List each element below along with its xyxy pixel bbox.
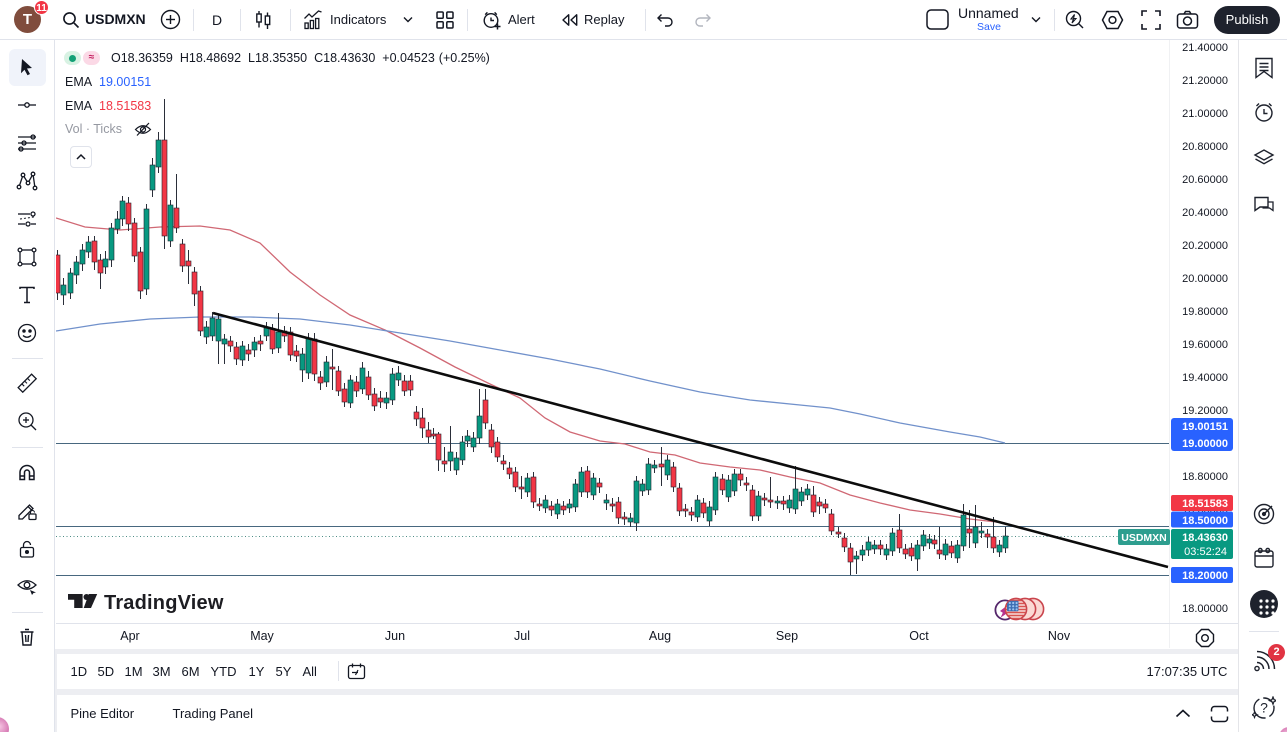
svg-text:03:52:24: 03:52:24 (1184, 546, 1227, 558)
svg-text:19.00000: 19.00000 (1182, 438, 1228, 450)
svg-text:Jul: Jul (514, 629, 530, 643)
svg-text:21.20000: 21.20000 (1182, 75, 1228, 87)
svg-text:20.20000: 20.20000 (1182, 240, 1228, 252)
svg-text:18.00000: 18.00000 (1182, 603, 1228, 615)
svg-text:18.20000: 18.20000 (1182, 570, 1228, 582)
svg-text:19.60000: 19.60000 (1182, 339, 1228, 351)
svg-text:Oct: Oct (909, 629, 929, 643)
svg-text:20.80000: 20.80000 (1182, 141, 1228, 153)
svg-text:20.00000: 20.00000 (1182, 273, 1228, 285)
svg-text:21.40000: 21.40000 (1182, 42, 1228, 54)
svg-text:May: May (250, 629, 274, 643)
svg-text:20.60000: 20.60000 (1182, 174, 1228, 186)
svg-text:Nov: Nov (1048, 629, 1071, 643)
svg-text:TradingView: TradingView (104, 592, 224, 614)
svg-text:Jun: Jun (385, 629, 405, 643)
svg-text:19.00151: 19.00151 (1182, 421, 1228, 433)
svg-text:Aug: Aug (649, 629, 671, 643)
svg-text:Apr: Apr (120, 629, 139, 643)
svg-text:Sep: Sep (776, 629, 798, 643)
svg-text:19.80000: 19.80000 (1182, 306, 1228, 318)
svg-text:18.50000: 18.50000 (1182, 515, 1228, 527)
svg-text:18.80000: 18.80000 (1182, 471, 1228, 483)
svg-text:21.00000: 21.00000 (1182, 108, 1228, 120)
svg-text:?: ? (1260, 700, 1268, 716)
svg-text:18.43630: 18.43630 (1182, 532, 1228, 544)
svg-text:USDMXN: USDMXN (1121, 532, 1167, 544)
svg-text:18.51583: 18.51583 (1182, 498, 1228, 510)
svg-text:19.20000: 19.20000 (1182, 405, 1228, 417)
svg-text:19.40000: 19.40000 (1182, 372, 1228, 384)
svg-text:20.40000: 20.40000 (1182, 207, 1228, 219)
